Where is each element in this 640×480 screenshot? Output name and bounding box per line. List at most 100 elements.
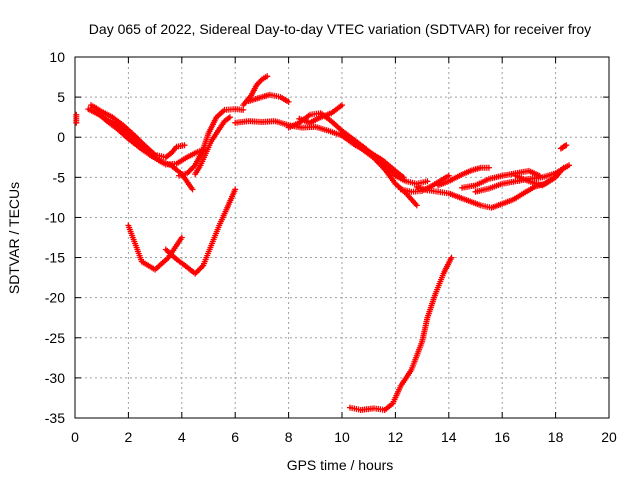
data-point — [359, 408, 362, 412]
series-arc-22 — [73, 111, 80, 126]
data-point — [479, 166, 482, 169]
grid — [75, 57, 609, 418]
data-point — [95, 110, 98, 113]
data-point — [202, 264, 205, 267]
data-point — [426, 316, 429, 319]
data-point — [140, 148, 143, 151]
data-point — [554, 176, 557, 179]
data-point — [527, 180, 531, 183]
data-point — [274, 120, 277, 123]
data-point — [447, 192, 450, 195]
data-point — [121, 124, 125, 127]
data-point — [314, 125, 317, 128]
data-point — [223, 120, 226, 123]
data-point — [223, 108, 226, 112]
data-point — [242, 103, 245, 107]
data-point — [562, 145, 565, 148]
data-point — [228, 116, 232, 119]
data-point — [340, 103, 344, 107]
data-point — [180, 236, 183, 239]
y-tick-label: 0 — [57, 129, 65, 145]
data-point — [501, 202, 504, 205]
data-point — [175, 162, 178, 165]
data-point — [132, 133, 135, 136]
data-point — [169, 152, 173, 155]
data-point — [175, 145, 178, 148]
data-point — [111, 116, 114, 119]
data-point — [474, 184, 477, 187]
data-point — [167, 256, 170, 259]
data-point — [153, 156, 157, 160]
y-tick-label: -35 — [45, 410, 65, 426]
data-point — [404, 180, 408, 183]
data-point — [458, 174, 461, 177]
series-arc-4 — [176, 106, 247, 179]
data-point — [487, 177, 491, 181]
data-point — [501, 182, 504, 185]
data-point — [527, 169, 531, 173]
series-arc-19 — [162, 186, 239, 277]
data-point — [287, 100, 290, 104]
data-point — [327, 129, 330, 132]
data-point — [242, 108, 245, 112]
data-point — [394, 182, 397, 185]
data-point — [185, 172, 189, 175]
series-arc-21 — [125, 222, 185, 273]
data-point — [399, 384, 402, 388]
data-point — [319, 112, 322, 115]
x-tick-label: 18 — [548, 429, 564, 445]
y-tick-label: -5 — [53, 169, 66, 185]
data-point — [436, 184, 440, 187]
x-tick-label: 8 — [285, 429, 293, 445]
data-point — [298, 117, 301, 121]
y-tick-label: -30 — [45, 370, 65, 386]
x-tick-label: 10 — [334, 429, 350, 445]
data-point — [362, 148, 365, 152]
data-point — [410, 190, 413, 193]
data-point — [410, 368, 413, 372]
series-arc-7 — [240, 73, 271, 109]
data-point — [372, 407, 376, 410]
data-point — [266, 75, 269, 78]
data-point — [565, 144, 568, 147]
data-point — [351, 140, 354, 144]
data-point — [554, 172, 557, 175]
x-tick-label: 0 — [71, 429, 79, 445]
data-point — [287, 126, 290, 129]
data-point — [204, 152, 207, 155]
series-arc-6 — [232, 118, 407, 181]
data-point — [100, 110, 103, 113]
data-point — [191, 188, 194, 191]
data-point — [247, 99, 250, 103]
data-point — [436, 190, 440, 193]
data-point — [469, 169, 472, 173]
data-point — [442, 177, 445, 181]
data-point — [127, 137, 130, 140]
data-point — [426, 189, 429, 192]
data-point — [75, 121, 78, 125]
series-markers — [162, 186, 239, 277]
data-point — [426, 180, 429, 183]
data-point — [185, 156, 189, 159]
data-point — [258, 96, 261, 100]
data-point — [541, 176, 544, 179]
data-point — [210, 140, 213, 143]
data-point — [234, 107, 237, 111]
y-tick-label: -20 — [45, 290, 65, 306]
data-point — [487, 166, 491, 169]
data-point — [420, 340, 424, 343]
y-tick-label: -10 — [45, 209, 65, 225]
y-tick-label: 10 — [49, 49, 65, 65]
data-point — [279, 95, 282, 99]
data-point — [330, 120, 333, 123]
x-tick-label: 4 — [178, 429, 186, 445]
data-point — [469, 200, 472, 203]
data-point — [487, 187, 491, 190]
data-point — [218, 224, 221, 227]
data-point — [567, 164, 571, 167]
data-point — [164, 248, 167, 251]
data-point — [300, 126, 304, 129]
series-markers — [232, 118, 407, 181]
data-point — [268, 93, 272, 96]
data-point — [194, 164, 197, 167]
